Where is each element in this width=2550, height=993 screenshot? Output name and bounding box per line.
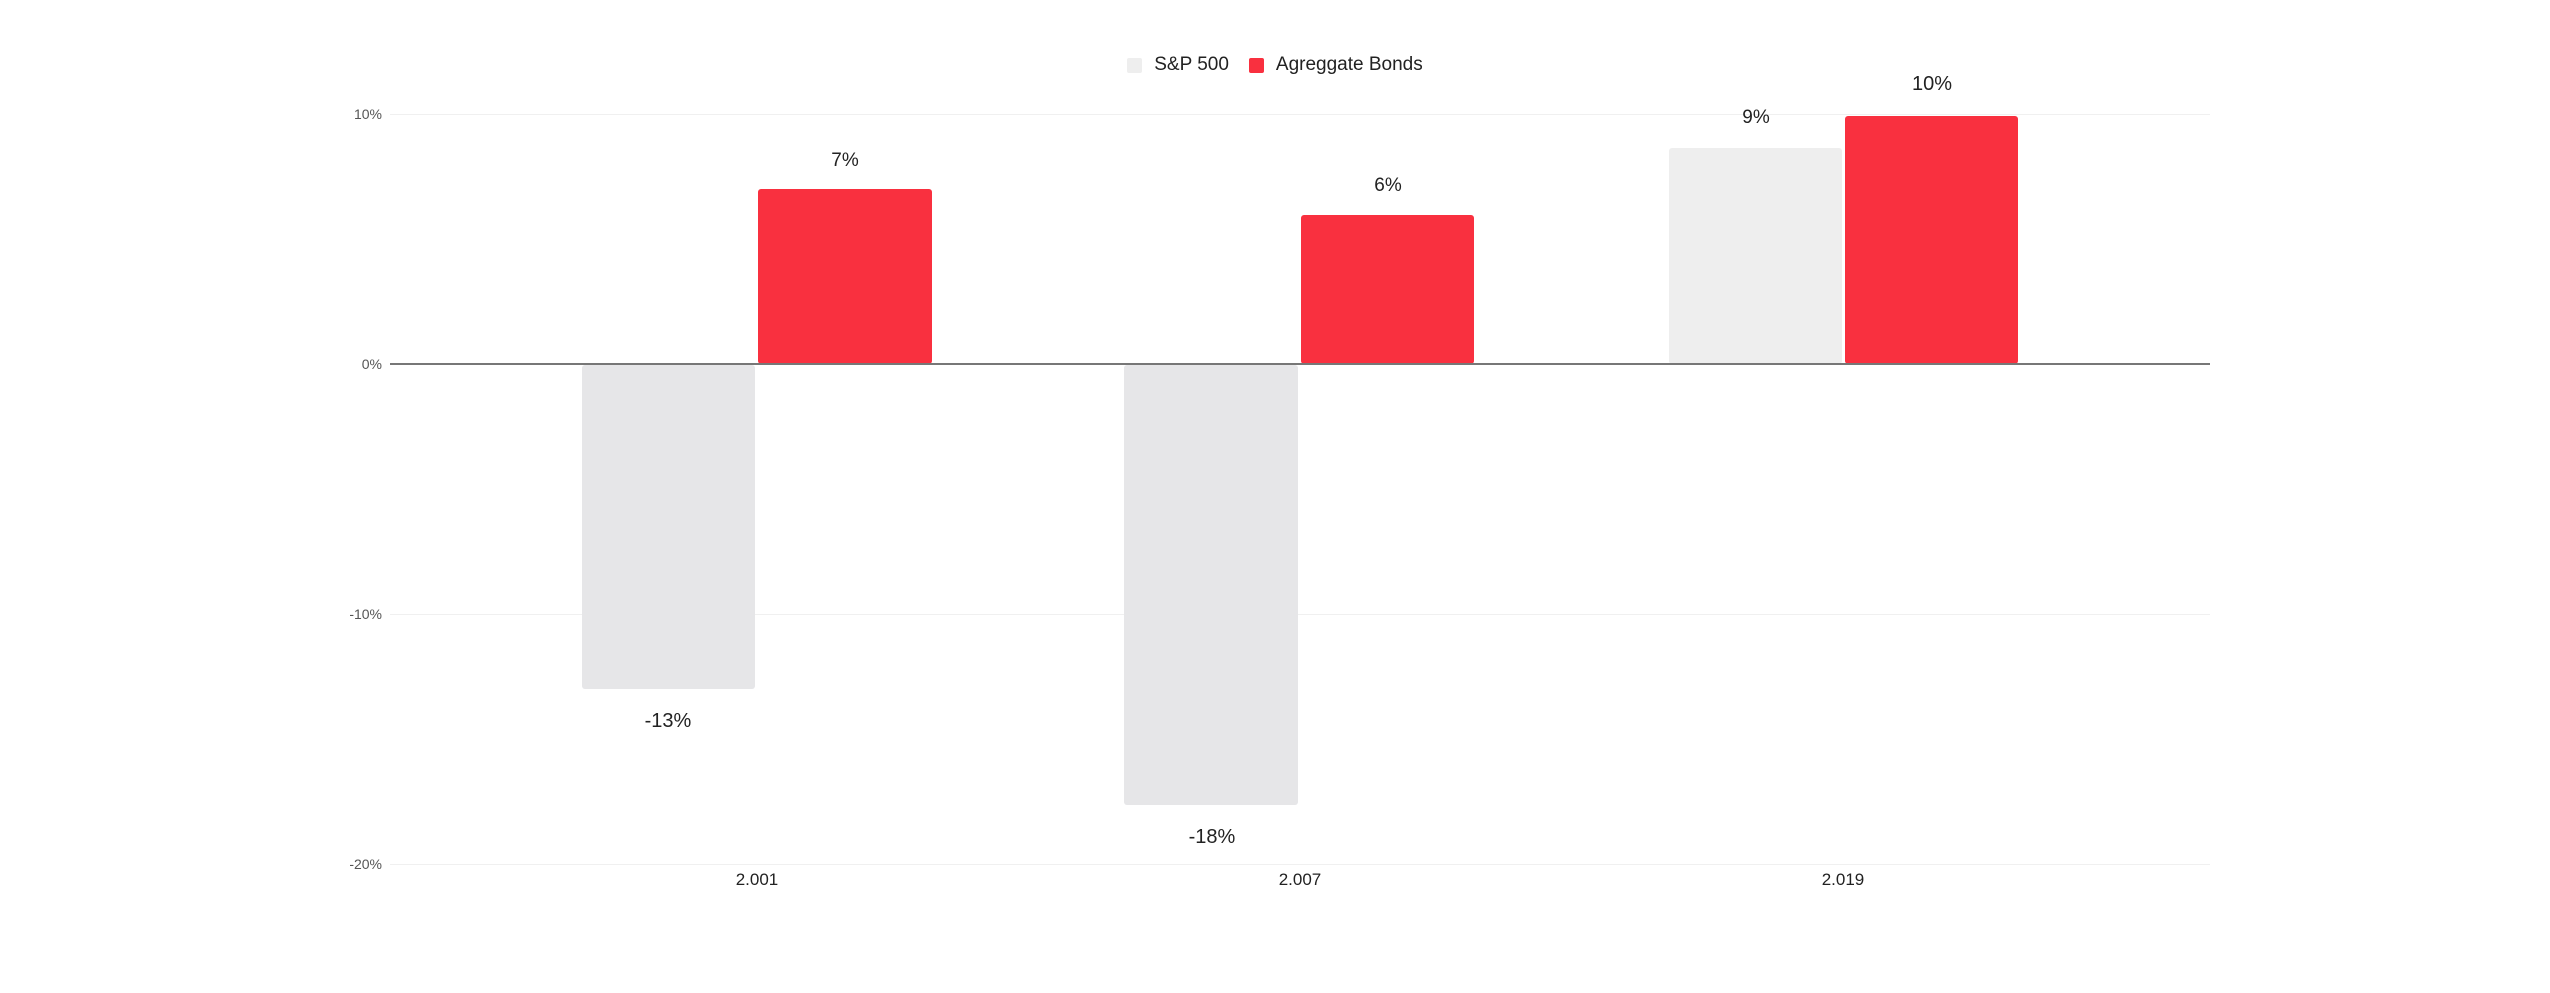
- value-label-bonds-2007: 6%: [1374, 175, 1402, 196]
- y-tick-0: 0%: [361, 356, 382, 372]
- gridline-minus20: [390, 864, 2210, 865]
- gridline-10: [390, 114, 2210, 115]
- x-label-2007: 2.007: [1278, 870, 1322, 889]
- bar-sp500-2007[interactable]: [1124, 365, 1298, 805]
- value-label-sp500-2007: -18%: [1188, 826, 1236, 848]
- x-label-2019: 2.019: [1821, 870, 1865, 889]
- legend-item-bonds[interactable]: Agreggate Bonds: [1248, 54, 1423, 76]
- value-label-bonds-2019: 10%: [1911, 73, 1953, 95]
- plot-area: -13% 7% -18% 6% 9% 10% 2.001 2.007 2.019: [390, 0, 2210, 993]
- legend: S&P 500 Agreggate Bonds: [0, 54, 2550, 76]
- legend-swatch-sp500: [1127, 57, 1143, 73]
- y-tick-minus20: -20%: [349, 856, 382, 872]
- gridline-minus10: [390, 614, 2210, 615]
- y-tick-minus10: -10%: [349, 606, 382, 622]
- bar-bonds-2019[interactable]: [1845, 116, 2018, 364]
- bar-bonds-2001[interactable]: [758, 189, 932, 364]
- legend-label-sp500: S&P 500: [1154, 54, 1229, 75]
- legend-label-bonds: Agreggate Bonds: [1275, 54, 1423, 75]
- value-label-sp500-2019: 9%: [1742, 107, 1770, 128]
- y-tick-10: 10%: [353, 106, 382, 122]
- legend-item-sp500[interactable]: S&P 500: [1127, 54, 1229, 76]
- value-label-sp500-2001: -13%: [644, 710, 692, 732]
- value-label-bonds-2001: 7%: [831, 150, 859, 171]
- x-label-2001: 2.001: [735, 870, 779, 889]
- bar-sp500-2019[interactable]: [1669, 148, 1842, 364]
- legend-swatch-bonds: [1248, 57, 1264, 73]
- zero-axis-line: [390, 363, 2210, 365]
- bar-bonds-2007[interactable]: [1301, 215, 1474, 364]
- bar-sp500-2001[interactable]: [582, 365, 755, 689]
